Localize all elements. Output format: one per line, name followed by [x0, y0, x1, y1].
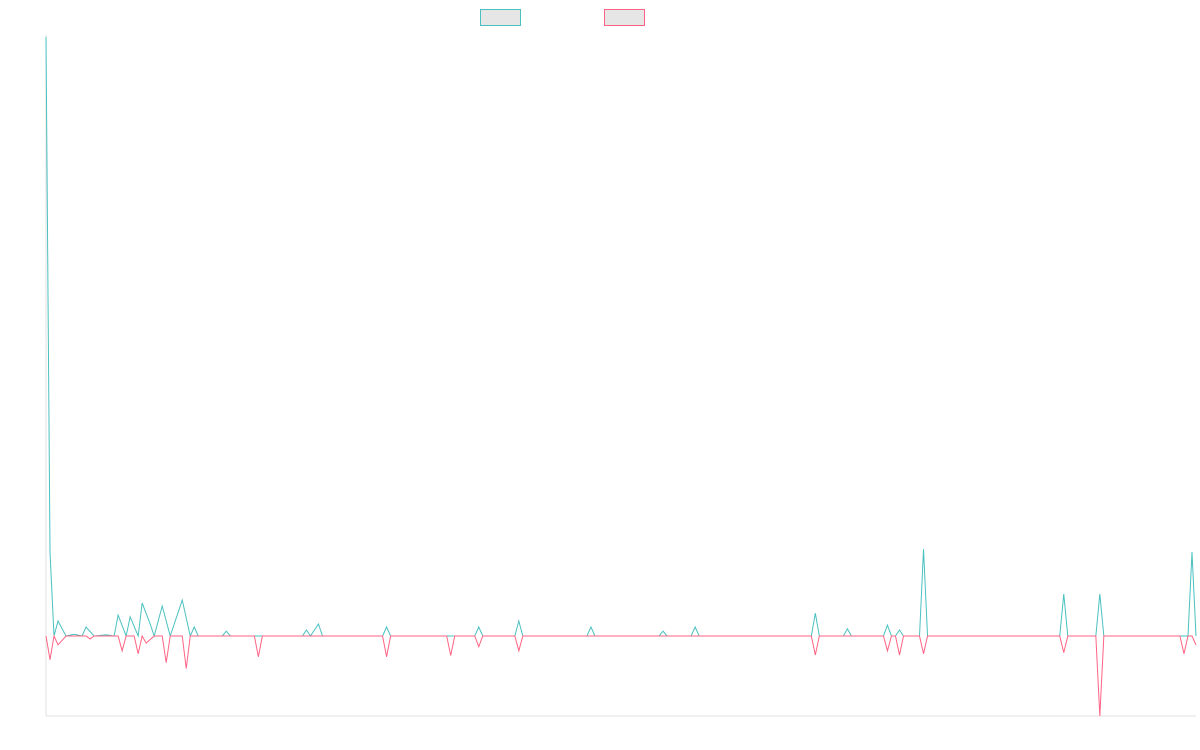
- series-line-1: [45, 36, 1197, 638]
- legend-item-2[interactable]: [604, 9, 645, 26]
- legend-swatch-2: [604, 9, 645, 26]
- series-line-2: [45, 634, 1197, 717]
- legend-swatch-1: [480, 9, 521, 26]
- legend-item-1[interactable]: [480, 9, 521, 26]
